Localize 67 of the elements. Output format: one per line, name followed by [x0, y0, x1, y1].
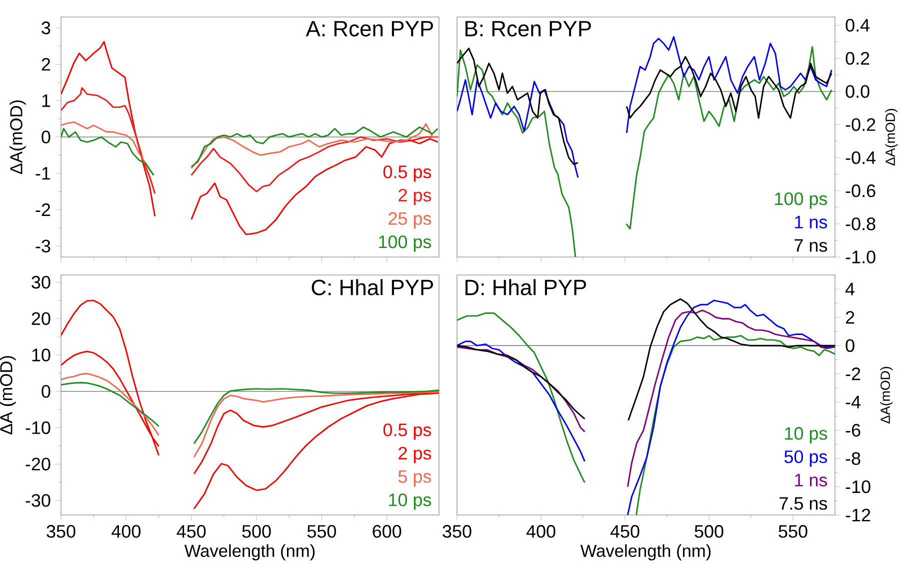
y-tick-label: 30: [32, 276, 50, 289]
text: 2 ps: [398, 188, 432, 206]
series-label: 0.5 ps: [383, 165, 432, 182]
series-label: 0.5 ps: [383, 423, 432, 440]
chart-title: C: Hhal PYP: [312, 279, 433, 296]
text: 1 ns: [795, 216, 828, 228]
text: 7 ns: [794, 239, 828, 252]
y2-tick-label: 2: [846, 311, 854, 324]
y-tick-label: 1: [42, 94, 50, 107]
y2-tick-label: 0.0: [846, 85, 870, 98]
text: 1 ns: [795, 474, 828, 486]
y-axis-title: ΔA (mOD): [0, 356, 16, 434]
x-tick-label: 500: [242, 525, 271, 538]
y2-tick-label: -4: [846, 396, 861, 408]
text: 50 ps: [784, 450, 828, 467]
x-tick-label: 350: [442, 525, 472, 538]
y2-axis-title: ΔA(mOD): [885, 108, 898, 166]
y-tick-label: 20: [32, 312, 50, 325]
y2-tick-label: -0.4: [846, 151, 876, 164]
y2-tick-label: 0.2: [846, 52, 870, 65]
y2-tick-label: 0.4: [846, 18, 870, 32]
text: 2 ps: [398, 446, 432, 464]
chart-title: B: Rcen PYP: [466, 21, 591, 36]
y2-tick-label: -0.2: [846, 118, 876, 131]
x-tick-label: 550: [778, 525, 808, 538]
x-axis-title: Wavelength (nm): [184, 544, 315, 560]
y-tick-label: -20: [26, 458, 50, 470]
x-tick-label: 500: [694, 525, 724, 538]
y2-axis-title: ΔA(mOD): [880, 366, 893, 424]
y-tick-label: 0: [42, 384, 50, 398]
y2-tick-label: -12: [846, 508, 870, 522]
x-tick-label: 350: [46, 525, 76, 538]
y2-tick-label: -0.8: [846, 218, 876, 230]
x-axis-title: Wavelength (nm): [580, 544, 711, 560]
text: 10 ps: [389, 493, 432, 510]
y-tick-label: 10: [32, 348, 50, 362]
text: 5 ps: [398, 470, 432, 486]
y2-tick-label: 0: [846, 339, 854, 352]
y2-tick-label: -0.6: [846, 184, 876, 198]
x-tick-label: 450: [610, 525, 640, 538]
x-tick-label: 450: [176, 525, 206, 538]
y-tick-label: -2: [36, 203, 50, 216]
y2-tick-label: -8: [846, 452, 860, 465]
x-tick-label: 400: [112, 525, 140, 538]
y2-tick-label: -10: [846, 480, 870, 494]
chart-title: A: Rcen PYP: [306, 21, 433, 36]
y-tick-label: -3: [36, 240, 50, 252]
text: 7.5 ns: [780, 497, 828, 510]
text: 10 ps: [785, 427, 828, 444]
y-tick-label: -30: [26, 494, 50, 507]
y2-tick-label: -1.0: [846, 250, 876, 264]
y2-tick-label: 4: [845, 282, 855, 296]
x-tick-label: 600: [372, 525, 402, 538]
text: 100 ps: [379, 235, 432, 252]
x-tick-label: 400: [526, 525, 556, 538]
y-axis-title: ΔA(mOD): [10, 100, 26, 174]
y2-tick-label: -2: [846, 368, 860, 380]
y-tick-label: 0: [42, 130, 50, 144]
chart-title: D: Hhal PYP: [466, 279, 586, 296]
text: 100 ps: [775, 192, 828, 209]
y2-tick-label: -6: [846, 424, 860, 437]
y-tick-label: -10: [26, 421, 50, 434]
y-tick-label: 3: [42, 22, 50, 34]
x-tick-label: 550: [307, 525, 336, 538]
y-tick-label: -1: [36, 167, 50, 180]
y-tick-label: 2: [42, 58, 50, 71]
text: 25 ps: [388, 212, 432, 228]
